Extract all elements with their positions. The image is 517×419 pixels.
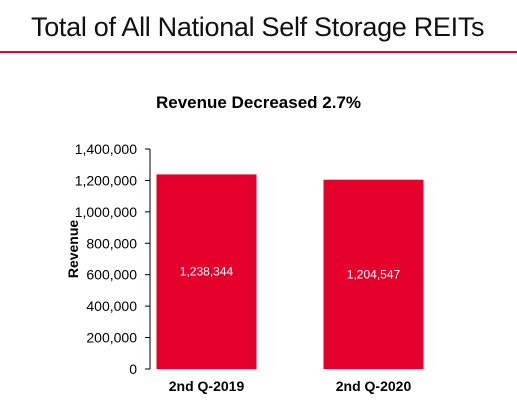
y-axis: 0 200,000 400,000 600,000 800,000 1,000,000 1,… <box>75 141 151 377</box>
y-tick-label: 600,000 <box>86 267 137 283</box>
title-divider <box>0 51 517 53</box>
y-tick-label: 200,000 <box>86 330 137 346</box>
y-tick-label: 1,000,000 <box>75 204 137 220</box>
y-tick-label: 800,000 <box>86 235 137 251</box>
bar-value-label: 1,204,547 <box>347 267 401 281</box>
bar <box>156 174 257 369</box>
y-tick-label: 1,200,000 <box>75 172 137 188</box>
y-tick-label: 400,000 <box>86 298 137 314</box>
chart-title: Revenue Decreased 2.7% <box>155 93 362 112</box>
y-tick-label: 0 <box>129 361 137 377</box>
x-category-label: 2nd Q-2020 <box>336 378 412 394</box>
bar <box>323 179 424 369</box>
x-category-label: 2nd Q-2019 <box>169 378 245 394</box>
bars: 1,238,344 1,204,547 <box>156 174 424 369</box>
x-axis: 2nd Q-2019 2nd Q-2020 <box>169 378 412 394</box>
slide-title: Total of All National Self Storage REITs <box>31 12 485 42</box>
bar-value-label: 1,238,344 <box>180 265 234 279</box>
y-tick-label: 1,400,000 <box>75 141 137 157</box>
y-axis-label: Revenue <box>65 220 81 279</box>
